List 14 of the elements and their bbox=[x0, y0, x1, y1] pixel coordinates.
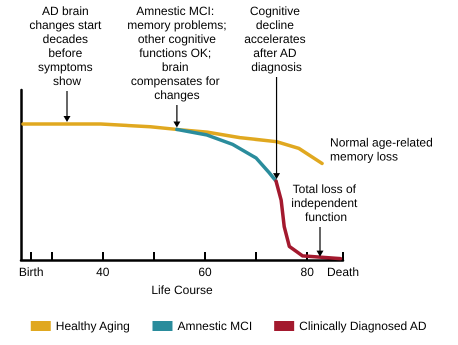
x-tick-label: 40 bbox=[96, 265, 110, 279]
annotation: Total loss of independent function bbox=[291, 182, 361, 224]
x-axis-title: Life Course bbox=[151, 283, 214, 297]
annotation: Cognitive decline accelerates after AD diagnosis bbox=[244, 4, 309, 74]
x-tick-label: 80 bbox=[300, 265, 314, 279]
annotation: AD brain changes start decades before symptoms show bbox=[29, 4, 105, 88]
x-tick-label: Birth bbox=[18, 265, 44, 279]
annotation: Amnestic MCI: memory problems; other cognitive functions OK; brain compensates for changes bbox=[127, 4, 227, 102]
legend-label: Healthy Aging bbox=[56, 319, 130, 333]
legend-label: Clinically Diagnosed AD bbox=[299, 319, 427, 333]
x-tick-label: 60 bbox=[198, 265, 212, 279]
legend-label: Amnestic MCI bbox=[177, 319, 252, 333]
x-tick-label: Death bbox=[326, 265, 360, 279]
annotation: Normal age-related memory loss bbox=[330, 135, 436, 164]
